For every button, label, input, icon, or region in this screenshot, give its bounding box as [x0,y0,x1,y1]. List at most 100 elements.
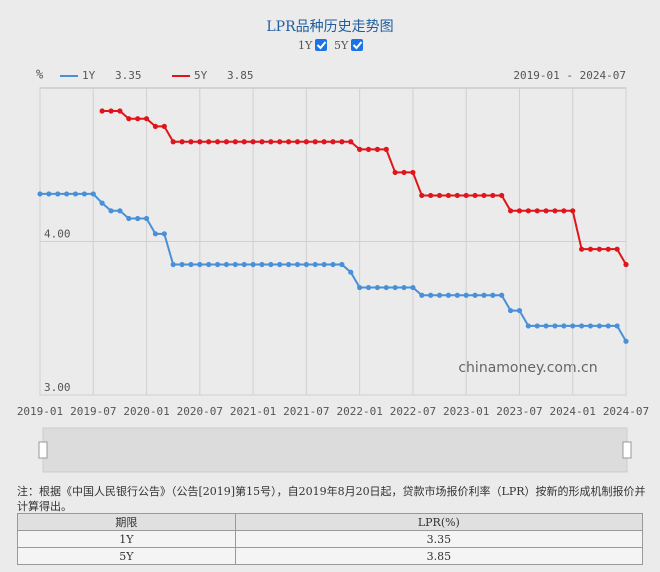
data-point [419,292,425,298]
data-point [410,284,416,291]
data-point [543,208,549,214]
table-row: 5Y 3.85 [17,547,644,565]
data-point [188,261,194,268]
x-tick-label: 2024-01 [550,405,596,418]
x-tick-label: 2021-07 [283,405,329,418]
data-point [143,215,150,222]
legend-value: 3.85 [227,69,254,82]
data-point [392,169,398,176]
data-point [614,323,620,329]
checkbox-tick [352,41,363,50]
data-point [623,261,629,268]
data-point [117,108,123,114]
table-cell: 1Y [17,530,236,548]
x-tick-label: 2023-07 [496,405,542,418]
table-cell: 期限 [17,513,236,531]
data-point [214,261,221,268]
x-tick-label: 2022-07 [390,405,436,418]
data-point [525,208,531,214]
zoom-handle[interactable] [622,441,632,459]
zoom-handle[interactable] [38,441,48,459]
data-point [552,208,558,214]
data-point [587,323,594,329]
data-point [294,261,301,268]
legend-label: 1Y [82,69,96,82]
table-cell: 3.85 [234,547,644,565]
data-point [490,292,496,298]
data-point [259,139,265,145]
data-point [481,192,487,199]
data-point [570,208,576,214]
data-point [516,208,523,214]
data-point [525,323,531,329]
checkbox-label: 1Y [298,39,313,52]
data-point [197,139,203,145]
data-point [561,323,567,329]
data-point [135,215,141,222]
data-point [579,323,585,329]
data-point [143,116,150,122]
data-point [445,292,452,298]
data-point [108,208,114,214]
checkbox[interactable] [351,39,363,51]
data-point [499,192,505,199]
data-point [161,231,167,237]
data-point [507,208,514,214]
data-point [214,139,221,145]
data-point [321,261,327,268]
data-point [392,284,398,291]
data-point [605,246,611,252]
data-point [294,139,301,145]
x-tick-label: 2020-01 [123,405,169,418]
data-point [428,192,434,199]
y-tick-label: 3.00 [44,381,71,394]
data-point [419,192,425,199]
checkbox[interactable] [315,39,327,51]
data-point [179,139,185,145]
data-point [543,323,549,329]
data-point [152,231,159,237]
data-point [481,292,487,298]
y-axis-label: % [36,68,44,82]
data-point [507,307,514,314]
data-point [587,246,594,252]
x-tick-label: 2021-01 [230,405,276,418]
table-cell: 3.35 [234,530,644,548]
data-point [161,123,167,129]
data-point [436,292,443,298]
data-point [463,292,469,298]
data-point [81,191,87,197]
checkbox-tick [316,41,327,50]
chart: LPR品种历史走势图 % 2019-01 - 2024-07 chinamone… [17,19,649,473]
data-point [108,108,114,114]
series-line [40,192,627,342]
legend-value: 3.35 [115,69,142,82]
zoom-slider[interactable] [42,427,628,473]
data-point [516,307,523,314]
data-point [348,269,354,275]
data-point [268,261,274,268]
x-tick-label: 2019-07 [70,405,116,418]
data-point [232,261,238,268]
data-point [188,139,194,145]
data-point [46,191,52,197]
data-point [223,139,230,145]
data-point [223,261,230,268]
data-point [410,169,416,176]
data-point [339,261,345,268]
data-point [286,139,292,145]
data-point [383,284,389,291]
data-point [339,139,345,145]
data-point [534,323,540,329]
data-point [357,146,363,152]
data-point [401,169,407,176]
data-point [179,261,185,268]
table-cell: LPR(%) [234,513,644,531]
data-point [152,123,159,129]
checkbox-label: 5Y [334,39,349,52]
table-row: 期限 LPR(%) [17,513,644,531]
data-point [357,284,363,291]
data-point [277,261,283,268]
data-point [445,192,452,199]
data-point [170,139,176,145]
